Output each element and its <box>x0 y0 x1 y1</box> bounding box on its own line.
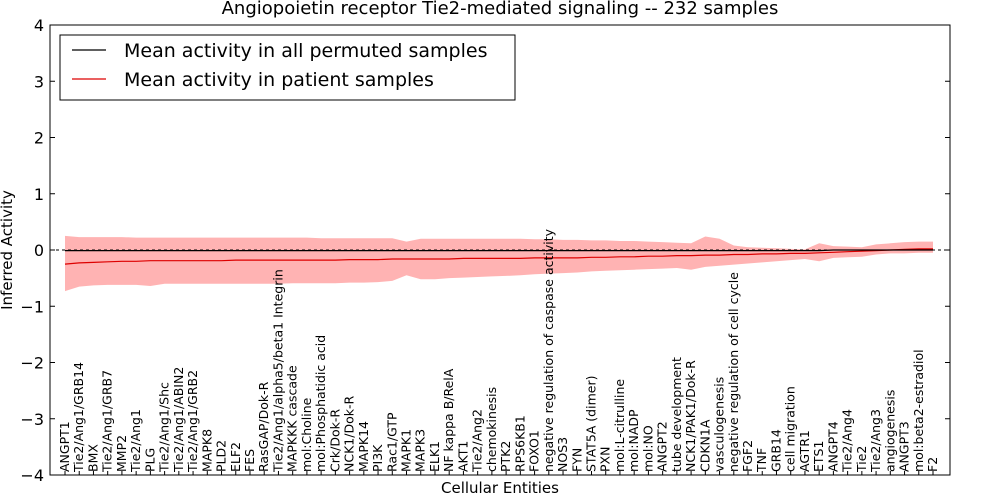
x-category-label: Tie2/Ang1/Shc <box>157 382 172 473</box>
x-category-label: vasculogenesis <box>712 377 727 472</box>
y-tick-label: 0 <box>34 241 44 260</box>
legend-label-patient: Mean activity in patient samples <box>124 69 434 91</box>
x-category-label: PLG <box>142 448 157 472</box>
x-category-label: BMX <box>86 444 101 472</box>
x-category-label: mol:Choline <box>299 397 314 472</box>
category-labels: ANGPT1 Tie2/Ang1/GRB14 BMX Tie2/Ang1/GRB7 MM… <box>57 228 940 475</box>
series-layer <box>64 248 933 265</box>
x-category-label: NCK1/Dok-R <box>342 396 357 472</box>
x-category-label: ELF2 <box>228 442 243 472</box>
legend-label-permuted: Mean activity in all permuted samples <box>124 40 487 62</box>
x-category-label: NCK1/PAK1/Dok-R <box>683 360 698 472</box>
x-category-label: GRB14 <box>769 429 784 472</box>
x-category-label: MAPK3 <box>413 429 428 472</box>
y-tick-label: 3 <box>34 72 44 91</box>
x-category-label: mol:L-citrulline <box>612 379 627 472</box>
x-category-label: CDKN1A <box>697 419 712 472</box>
y-tick-label: −2 <box>20 354 44 373</box>
x-category-label: MAPK8 <box>199 429 214 472</box>
x-category-label: FGF2 <box>740 440 755 472</box>
y-tick-label: 1 <box>34 185 44 204</box>
x-category-label: NF kappa B/RelA <box>441 368 456 472</box>
x-category-label: PXN <box>598 447 613 472</box>
x-category-label: MAPKKK cascade <box>285 365 300 472</box>
x-category-label: mol:NADP <box>626 409 641 472</box>
x-category-label: PI3K <box>370 444 385 472</box>
x-category-label: angiogenesis <box>882 390 897 472</box>
chart-title: Angiopoietin receptor Tie2-mediated sign… <box>222 0 779 19</box>
x-category-label: STAT5A (dimer) <box>584 376 599 472</box>
x-category-label: mol:Phosphatidic acid <box>313 335 328 472</box>
x-category-label: negative regulation of cell cycle <box>726 272 741 472</box>
x-category-label: AGTR1 <box>797 430 812 472</box>
x-category-label: Tie2 <box>854 446 869 473</box>
x-category-label: Rac1/GTP <box>384 412 399 472</box>
x-category-label: mol:NO <box>640 425 655 472</box>
x-category-label: NOS3 <box>555 437 570 472</box>
y-axis: −4 −3 −2 −1 0 1 2 3 4 <box>20 16 950 485</box>
x-category-label: PTK2 <box>498 441 513 472</box>
x-axis-label: Cellular Entities <box>441 479 559 497</box>
x-category-label: FOXO1 <box>527 430 542 472</box>
legend-box <box>59 34 516 101</box>
x-category-label: ANGPT2 <box>655 421 670 472</box>
series-line-patient <box>64 248 933 265</box>
x-category-label: Tie2/Ang2 <box>470 409 485 473</box>
x-category-label: Tie2/Ang4 <box>840 409 855 473</box>
x-category-label: Tie2/Ang1/alpha5/beta1 Integrin <box>270 269 285 473</box>
x-category-label: MMP2 <box>114 435 129 472</box>
x-category-label: F2 <box>925 457 940 472</box>
x-category-label: Tie2/Ang3 <box>868 409 883 473</box>
x-category-label: RPS6KB1 <box>512 415 527 472</box>
x-category-label: Tie2/Ang1/GRB7 <box>100 370 115 473</box>
legend: Mean activity in all permuted samples Me… <box>59 34 516 101</box>
y-tick-label: −3 <box>20 410 44 429</box>
x-category-label: ELK1 <box>427 441 442 472</box>
x-category-label: Tie2/Ang1/GRB2 <box>185 370 200 473</box>
y-tick-label: −4 <box>20 466 44 485</box>
x-category-label: ETS1 <box>811 441 826 472</box>
x-category-label: Tie2/Ang1/ABIN2 <box>171 367 186 473</box>
y-tick-label: 2 <box>34 129 44 148</box>
y-tick-label: 4 <box>34 16 44 35</box>
x-category-label: Crk/Dok-R <box>327 409 342 472</box>
x-category-label: mol:beta2-estradiol <box>911 349 926 472</box>
x-category-label: FES <box>242 449 257 472</box>
y-axis-label: Inferred Activity <box>0 190 16 310</box>
x-category-label: FYN <box>569 448 584 472</box>
x-category-label: TNF <box>754 448 769 473</box>
x-category-label: RasGAP/Dok-R <box>256 381 271 472</box>
x-category-label: AKT1 <box>455 441 470 472</box>
x-category-label: negative regulation of caspase activity <box>541 228 556 472</box>
activity-band-layer <box>65 235 933 292</box>
x-category-label: MAPK14 <box>356 421 371 472</box>
x-category-label: Tie2/Ang1 <box>128 409 143 473</box>
patient-activity-band <box>65 235 933 292</box>
x-category-label: Tie2/Ang1/GRB14 <box>71 362 86 473</box>
y-tick-label: −1 <box>20 297 44 316</box>
x-category-label: tube development <box>669 357 684 472</box>
x-category-label: cell migration <box>783 386 798 472</box>
x-category-label: ANGPT1 <box>57 421 72 472</box>
series-line-permuted <box>65 249 933 252</box>
x-category-label: PLD2 <box>214 440 229 472</box>
x-category-label: MAPK1 <box>399 429 414 472</box>
x-category-label: ANGPT4 <box>825 421 840 472</box>
x-category-label: chemokinesis <box>484 387 499 472</box>
x-category-label: ANGPT3 <box>897 421 912 472</box>
